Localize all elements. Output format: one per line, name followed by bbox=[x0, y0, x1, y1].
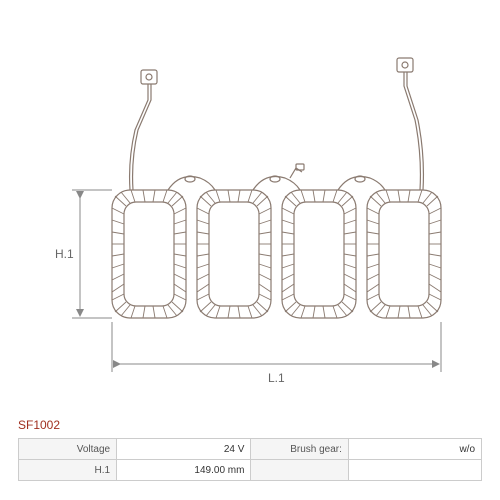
spec-label: Brush gear: bbox=[251, 439, 348, 460]
spec-table: Voltage 24 V Brush gear: w/o H.1 149.00 … bbox=[18, 438, 482, 481]
technical-diagram: H.1 L.1 bbox=[0, 0, 500, 420]
table-row: H.1 149.00 mm bbox=[19, 460, 482, 481]
dim-length-label: L.1 bbox=[268, 371, 285, 385]
dim-height-label: H.1 bbox=[55, 247, 74, 261]
spec-value bbox=[348, 460, 481, 481]
part-number: SF1002 bbox=[18, 418, 60, 432]
spec-value: 24 V bbox=[117, 439, 251, 460]
spec-value: 149.00 mm bbox=[117, 460, 251, 481]
spec-label: Voltage bbox=[19, 439, 117, 460]
spec-label bbox=[251, 460, 348, 481]
spec-label: H.1 bbox=[19, 460, 117, 481]
table-row: Voltage 24 V Brush gear: w/o bbox=[19, 439, 482, 460]
spec-value: w/o bbox=[348, 439, 481, 460]
